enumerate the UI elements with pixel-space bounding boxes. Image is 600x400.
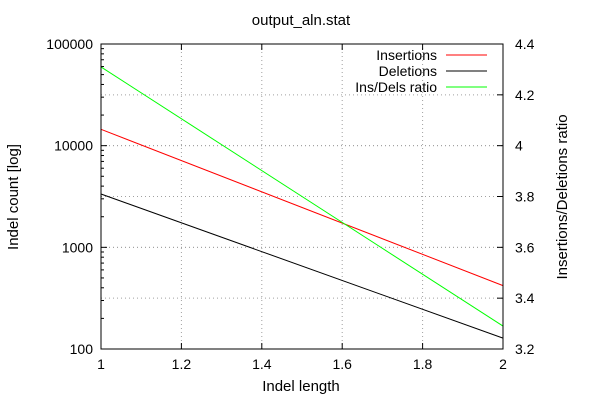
y2-tick-label: 3.4 xyxy=(515,290,535,306)
series-line-ins-dels-ratio xyxy=(100,66,504,327)
y-tick-label: 100 xyxy=(70,341,94,357)
y-tick-label: 100000 xyxy=(46,36,93,52)
y2-tick-label: 3.2 xyxy=(515,341,535,357)
x-tick-label: 1.8 xyxy=(413,356,433,372)
y2-tick-label: 3.6 xyxy=(515,239,535,255)
legend-label: Insertions xyxy=(376,47,437,63)
x-axis-ticks: 1 1.2 1.4 1.6 1.8 2 xyxy=(97,44,507,372)
y-axis-title: Indel count [log] xyxy=(5,144,22,250)
series-lines xyxy=(100,66,504,339)
y2-axis-ticks: 3.2 3.4 3.6 3.8 4 4.2 4.4 xyxy=(497,36,535,357)
legend-label: Ins/Dels ratio xyxy=(355,79,437,95)
chart-title: output_aln.stat xyxy=(252,12,351,29)
x-axis-title: Indel length xyxy=(262,378,340,395)
y2-tick-label: 4.4 xyxy=(515,36,535,52)
series-line-insertions xyxy=(100,128,504,287)
x-tick-label: 1 xyxy=(97,356,105,372)
x-tick-label: 1.2 xyxy=(172,356,192,372)
y2-tick-label: 4 xyxy=(515,138,523,154)
y-axis-ticks: 100 1000 10000 100000 xyxy=(46,36,107,357)
x-tick-label: 1.6 xyxy=(332,356,352,372)
y2-axis-title: Insertions/Deletions ratio xyxy=(554,114,571,279)
y-tick-label: 1000 xyxy=(62,239,93,255)
grid xyxy=(101,44,503,349)
y2-tick-label: 3.8 xyxy=(515,189,535,205)
y-tick-label: 10000 xyxy=(54,138,93,154)
x-tick-label: 1.4 xyxy=(252,356,272,372)
x-tick-label: 2 xyxy=(499,356,507,372)
y2-tick-label: 4.2 xyxy=(515,87,535,103)
legend-label: Deletions xyxy=(379,63,437,79)
series-line-deletions xyxy=(100,193,504,339)
